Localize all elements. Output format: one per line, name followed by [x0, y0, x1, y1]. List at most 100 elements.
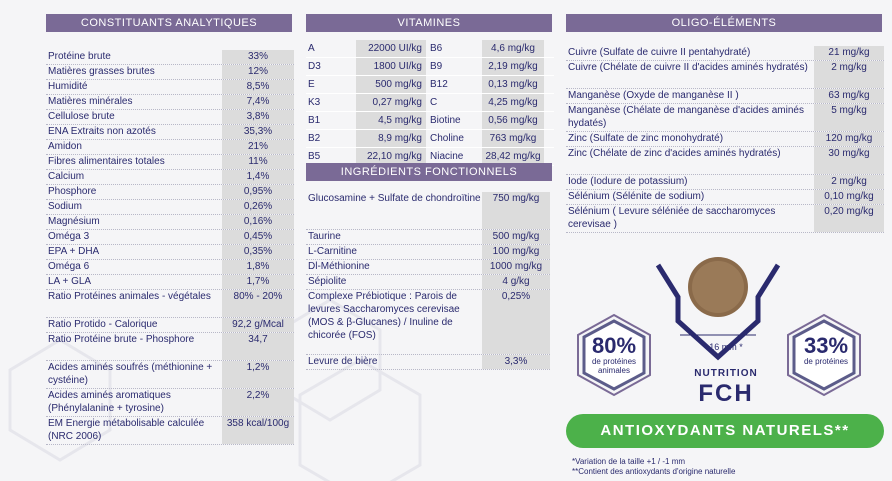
row-value: 0,16%: [222, 215, 294, 229]
row-label: Acides aminés soufrés (méthionine + cyst…: [48, 362, 213, 386]
table-row: Oméga 6 1,8%: [46, 260, 294, 275]
row-label: Phosphore: [48, 186, 97, 197]
vitamin-name: Niacine: [430, 151, 464, 162]
row-label: Acides aminés aromatiques (Phénylalanine…: [48, 390, 171, 414]
row-label: Complexe Prébiotique : Parois de levures…: [308, 291, 460, 341]
vitamin-value: 4,5 mg/kg: [356, 112, 426, 129]
badge-protein-value: 33%: [803, 333, 849, 358]
row-label: LA + GLA: [48, 276, 92, 287]
row-label: Protéine brute: [48, 51, 111, 62]
vitamin-name: E: [308, 79, 315, 90]
row-value: 80% - 20%: [222, 290, 294, 317]
row-label: Iode (Iodure de potassium): [568, 176, 688, 187]
table-row: Acides aminés aromatiques (Phénylalanine…: [46, 389, 294, 417]
analytiques-header: CONSTITUANTS ANALYTIQUES: [46, 14, 292, 32]
row-value: 1,4%: [222, 170, 294, 184]
table-row: Taurine 500 mg/kg: [306, 230, 550, 245]
table-row: Levure de bière 3,3%: [306, 355, 550, 370]
vitamin-value: 763 mg/kg: [482, 130, 544, 147]
row-value: 35,3%: [222, 125, 294, 139]
vitamin-name: A: [308, 43, 315, 54]
footnote-antioxydants: **Contient des antioxydants d'origine na…: [572, 467, 736, 476]
row-value: 34,7: [222, 333, 294, 360]
row-label: Cuivre (Sulfate de cuivre II pentahydrat…: [568, 47, 751, 58]
table-row: Sélénium ( Levure séléniée de saccharomy…: [566, 205, 884, 233]
row-label: Sodium: [48, 201, 82, 212]
row-value: 750 mg/kg: [482, 192, 550, 229]
vitamin-row: B1 4,5 mg/kg Biotine 0,56 mg/kg: [306, 112, 554, 130]
table-row: Ratio Protéine brute - Phosphore 34,7: [46, 333, 294, 361]
vitamin-name: B6: [430, 43, 443, 54]
row-value: 0,20 mg/kg: [814, 205, 884, 232]
vitamin-row: K3 0,27 mg/kg C 4,25 mg/kg: [306, 94, 554, 112]
brand-main: FCH: [698, 380, 754, 407]
vitamines-table: A 22000 UI/kg B6 4,6 mg/kg D3 1800 UI/kg B9 2,1…: [306, 40, 554, 166]
vitamin-row: E 500 mg/kg B12 0,13 mg/kg: [306, 76, 554, 94]
table-row: Calcium 1,4%: [46, 170, 294, 185]
vitamin-value: 1800 UI/kg: [356, 58, 426, 75]
row-value: 30 mg/kg: [814, 147, 884, 174]
row-value: 0,45%: [222, 230, 294, 244]
vitamin-value: 28,42 mg/kg: [482, 148, 544, 165]
vitamin-name: B12: [430, 79, 448, 90]
row-label: Levure de bière: [308, 356, 378, 367]
row-value: 2 mg/kg: [814, 61, 884, 88]
vitamin-name: K3: [308, 97, 321, 108]
brand-top: NUTRITION: [694, 368, 758, 379]
table-row: LA + GLA 1,7%: [46, 275, 294, 290]
row-label: Manganèse (Chélate de manganèse d'acides…: [568, 105, 804, 129]
row-value: 11%: [222, 155, 294, 169]
vitamin-name: B1: [308, 115, 321, 126]
table-row: Cuivre (Chélate de cuivre II d'acides am…: [566, 61, 884, 89]
row-label: Sélénium (Sélénite de sodium): [568, 191, 705, 202]
table-row: Cellulose brute 3,8%: [46, 110, 294, 125]
row-value: 33%: [222, 50, 294, 64]
row-label: Taurine: [308, 231, 341, 242]
analytiques-table: Protéine brute 33% Matières grasses brutes…: [46, 50, 294, 445]
vitamin-value: 4,25 mg/kg: [482, 94, 544, 111]
row-value: 1,2%: [222, 361, 294, 388]
table-row: Sélénium (Sélénite de sodium) 0,10 mg/kg: [566, 190, 884, 205]
table-row: Cuivre (Sulfate de cuivre II pentahydrat…: [566, 46, 884, 61]
table-row: Ratio Protéines animales - végétales 80% …: [46, 290, 294, 318]
vitamin-value: 0,56 mg/kg: [482, 112, 544, 129]
table-row: Acides aminés soufrés (méthionine + cyst…: [46, 361, 294, 389]
row-value: 0,10 mg/kg: [814, 190, 884, 204]
vitamin-value: 0,13 mg/kg: [482, 76, 544, 93]
row-value: 63 mg/kg: [814, 89, 884, 103]
row-value: 92,2 g/Mcal: [222, 318, 294, 332]
vitamin-name: B9: [430, 61, 443, 72]
row-label: Calcium: [48, 171, 85, 182]
table-row: Manganèse (Oxyde de manganèse II ) 63 mg/…: [566, 89, 884, 104]
table-row: Iode (Iodure de potassium) 2 mg/kg: [566, 175, 884, 190]
row-label: L-Carnitine: [308, 246, 357, 257]
nutrition-logo-graphic: [577, 257, 861, 397]
table-row: ENA Extraits non azotés 35,3%: [46, 125, 294, 140]
row-label: Amidon: [48, 141, 82, 152]
row-value: 500 mg/kg: [482, 230, 550, 244]
vitamin-value: 22,10 mg/kg: [356, 148, 426, 165]
row-value: 8,5%: [222, 80, 294, 94]
row-value: 0,95%: [222, 185, 294, 199]
fonctionnels-header: INGRÉDIENTS FONCTIONNELS: [306, 163, 552, 181]
vitamin-name: C: [430, 97, 438, 108]
vitamines-header: VITAMINES: [306, 14, 552, 32]
row-label: Zinc (Sulfate de zinc monohydraté): [568, 133, 724, 144]
table-row: Oméga 3 0,45%: [46, 230, 294, 245]
badge-protein-label: de protéines: [803, 357, 849, 366]
vitamin-value: 4,6 mg/kg: [482, 40, 544, 57]
row-value: 5 mg/kg: [814, 104, 884, 131]
row-value: 1000 mg/kg: [482, 260, 550, 274]
fonctionnels-table: Glucosamine + Sulfate de chondroïtine 750…: [306, 192, 550, 370]
vitamin-name: D3: [308, 61, 321, 72]
vitamin-value: 8,9 mg/kg: [356, 130, 426, 147]
vitamin-value: 2,19 mg/kg: [482, 58, 544, 75]
vitamin-value: 500 mg/kg: [356, 76, 426, 93]
row-value: 21%: [222, 140, 294, 154]
table-row: Matières minérales 7,4%: [46, 95, 294, 110]
row-value: 3,3%: [482, 355, 550, 369]
badge-animal-protein-value: 80%: [591, 333, 637, 358]
row-label: Sélénium ( Levure séléniée de saccharomy…: [568, 206, 776, 230]
vitamin-name: B5: [308, 151, 321, 162]
row-value: 1,7%: [222, 275, 294, 289]
